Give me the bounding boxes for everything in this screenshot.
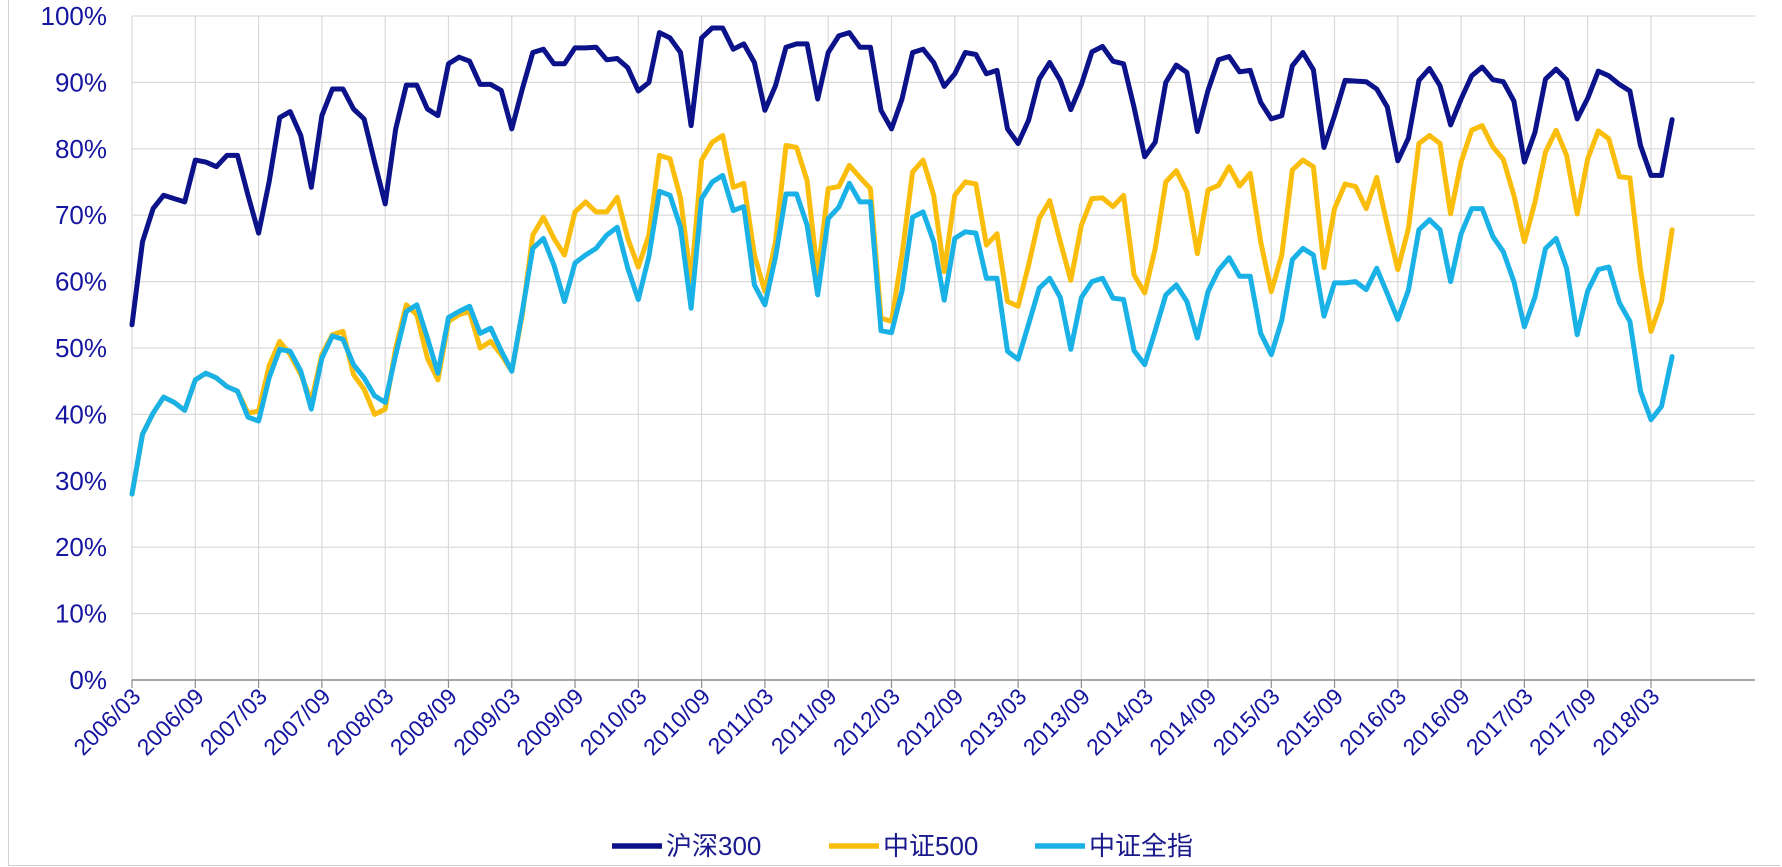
x-tick-label: 2009/03 bbox=[448, 683, 525, 760]
y-axis: 0% 10% 20% 30% 40% 50% 60% 70% 80% 90% 100% bbox=[41, 1, 108, 695]
x-tick-label: 2016/03 bbox=[1334, 683, 1411, 760]
x-tick-label: 2008/09 bbox=[385, 683, 462, 760]
y-tick-label: 30% bbox=[55, 466, 107, 496]
x-tick-label: 2008/03 bbox=[322, 683, 399, 760]
legend-label: 中证全指 bbox=[1089, 831, 1193, 861]
y-tick-label: 40% bbox=[55, 399, 107, 429]
series-line-1 bbox=[129, 25, 1675, 328]
y-tick-label: 60% bbox=[55, 267, 107, 297]
x-tick-label: 2013/03 bbox=[954, 683, 1031, 760]
x-tick-label: 2011/03 bbox=[702, 683, 778, 759]
series-lines bbox=[129, 25, 1675, 497]
y-tick-label: 70% bbox=[55, 200, 107, 230]
gridlines bbox=[131, 15, 1755, 681]
x-tick-label: 2012/09 bbox=[891, 683, 968, 760]
series-line-3 bbox=[129, 172, 1675, 497]
y-tick-label: 0% bbox=[69, 665, 107, 695]
x-tick-label: 2017/09 bbox=[1524, 683, 1601, 760]
x-tick-label: 2006/09 bbox=[132, 683, 209, 760]
y-tick-label: 80% bbox=[55, 134, 107, 164]
x-tick-label: 2009/09 bbox=[511, 683, 588, 760]
x-tick-label: 2011/09 bbox=[766, 683, 842, 759]
legend: 沪深300 中证500 中证全指 bbox=[612, 831, 1193, 861]
y-tick-label: 10% bbox=[55, 599, 107, 629]
x-tick-label: 2016/09 bbox=[1397, 683, 1474, 760]
x-tick-label: 2018/03 bbox=[1587, 683, 1664, 760]
x-tick-label: 2014/09 bbox=[1144, 683, 1221, 760]
x-tick-label: 2007/09 bbox=[258, 683, 335, 760]
series-line-2 bbox=[129, 123, 1675, 497]
x-tick-label: 2007/03 bbox=[195, 683, 272, 760]
x-tick-label: 2015/03 bbox=[1208, 683, 1285, 760]
x-tick-label: 2017/03 bbox=[1461, 683, 1538, 760]
legend-label: 中证500 bbox=[883, 831, 978, 861]
y-tick-label: 90% bbox=[55, 67, 107, 97]
x-tick-label: 2014/03 bbox=[1081, 683, 1158, 760]
y-tick-label: 50% bbox=[55, 333, 107, 363]
y-tick-label: 20% bbox=[55, 532, 107, 562]
x-tick-label: 2015/09 bbox=[1271, 683, 1348, 760]
x-tick-label: 2012/03 bbox=[828, 683, 905, 760]
y-tick-label: 100% bbox=[41, 1, 108, 31]
x-tick-label: 2010/03 bbox=[575, 683, 652, 760]
x-tick-label: 2013/09 bbox=[1018, 683, 1095, 760]
chart-frame bbox=[8, 0, 1780, 866]
x-tick-label: 2010/09 bbox=[638, 683, 715, 760]
legend-label: 沪深300 bbox=[666, 831, 761, 861]
x-axis: 2006/032006/092007/032007/092008/032008/… bbox=[68, 679, 1755, 760]
